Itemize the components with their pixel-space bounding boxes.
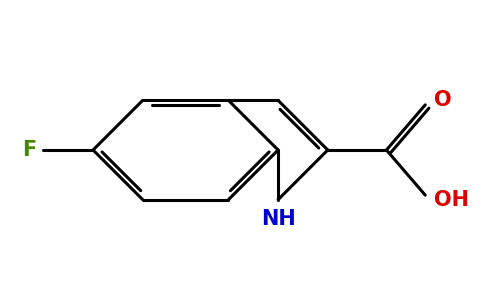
Text: OH: OH: [434, 190, 469, 210]
Text: O: O: [434, 90, 452, 110]
Text: F: F: [22, 140, 36, 160]
Text: NH: NH: [261, 209, 296, 229]
